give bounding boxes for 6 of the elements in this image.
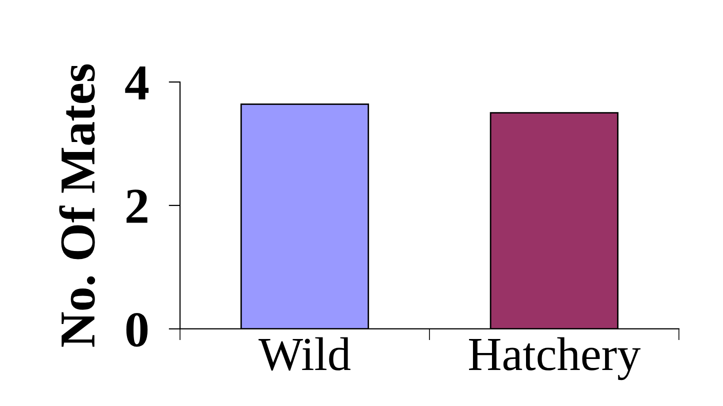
y-tick-label: 4: [125, 66, 149, 100]
x-tick-label: Wild: [258, 337, 350, 371]
y-axis-title: No. Of Mates: [59, 64, 96, 347]
y-tick-label: 2: [126, 190, 148, 223]
x-tick-label: Hatchery: [469, 337, 641, 380]
y-tick-label: 0: [126, 312, 148, 347]
